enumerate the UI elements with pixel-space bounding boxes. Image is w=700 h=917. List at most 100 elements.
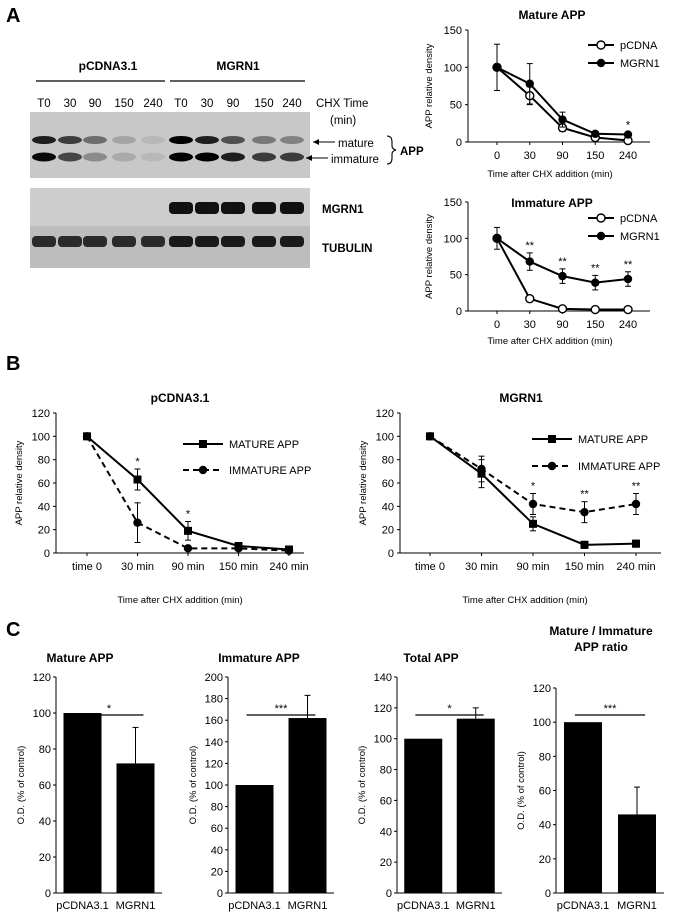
significance-mark: ** [525,240,534,252]
band-mgrn1 [280,202,304,214]
y-tick-label: 40 [382,501,394,513]
blot-group-mgrn1: MGRN1 [216,59,260,73]
x-axis-label: Time after CHX addition (min) [487,169,612,180]
x-tick-label: pCDNA3.1 [557,900,610,912]
band-tubulin [32,236,56,247]
data-point [590,304,600,315]
series-pcdna [492,233,633,315]
series-mgrn1 [492,43,633,139]
y-tick-label: 80 [539,751,551,763]
chart-ratio-bar: Mature / Immature APP ratio 0 20 40 60 80 100 12… [516,624,664,912]
band-mgrn1 [221,202,245,214]
chart-mgrn1-kinetics: MGRN1 0 20 40 60 80 100 120 time 0 30 min 90 min 15… [358,391,661,606]
y-tick-label: 60 [38,478,50,490]
bar [235,785,274,893]
data-point [558,271,567,281]
y-tick-label: 160 [205,715,223,727]
y-axis-label: O.D. (% of control) [188,746,199,825]
band-label-immature: immature [331,154,379,166]
band-immature [58,152,82,162]
data-point [425,432,435,441]
legend-marker [547,461,557,471]
x-tick-label: 150 [586,150,604,162]
app-brace [386,135,397,165]
panel-label-c: C [6,619,20,641]
data-point [234,544,243,553]
blot-group-pcdna: pCDNA3.1 [79,59,138,73]
x-tick-label: 240 [619,319,637,331]
chart-title-line2: APP ratio [574,640,628,654]
significance-mark: * [626,119,631,131]
y-tick-label: 100 [33,708,51,720]
western-blot: pCDNA3.1 MGRN1 T0 30 90 150 240 T0 30 90 150 240 … [30,59,424,268]
significance-mark: *** [604,703,618,715]
legend-marker [199,440,207,448]
band-tubulin [252,236,276,247]
x-tick-label: 240 [619,150,637,162]
band-mature [32,136,56,144]
x-tick-label: pCDNA3.1 [397,900,450,912]
data-point [623,274,633,284]
band-mature [58,136,82,144]
row-label-mgrn1: MGRN1 [322,204,364,216]
y-tick-label: 40 [539,820,551,832]
lane-label: 150 [114,98,133,110]
bar [116,763,155,893]
y-tick-label: 20 [380,857,392,869]
x-tick-label: 30 [524,150,536,162]
y-tick-label: 80 [211,802,223,814]
y-axis-label: APP relative density [358,440,369,525]
x-tick-label: 240 min [616,561,655,573]
y-tick-label: 80 [39,744,51,756]
significance-mark: * [135,456,140,468]
data-point [133,475,142,484]
arrow-mature-head [313,139,319,145]
y-axis-label: O.D. (% of control) [357,746,368,825]
y-tick-label: 20 [38,525,50,537]
legend-marker [596,213,606,223]
panel-label-b: B [6,353,20,375]
significance-mark: * [447,703,452,715]
data-point [133,518,142,527]
bar [456,718,495,893]
lane-label: 30 [201,98,214,110]
x-tick-label: 90 min [516,561,549,573]
lane-label: 90 [89,98,102,110]
blot-bands [32,136,304,247]
x-tick-label: 150 [586,319,604,331]
y-axis-label: APP relative density [424,43,435,128]
x-tick-label: MGRN1 [288,900,328,912]
data-point [528,499,538,509]
data-point [591,278,600,287]
band-immature [280,152,304,162]
legend-label: pCDNA [620,40,658,52]
legend-marker [596,40,606,50]
band-mature [252,136,276,144]
y-tick-label: 120 [32,408,50,420]
y-tick-label: 50 [450,100,462,112]
chart-title: Total APP [403,651,458,665]
lane-label: 90 [227,98,240,110]
data-point [525,79,534,88]
lane-labels: T0 30 90 150 240 T0 30 90 150 240 [37,98,301,110]
y-tick-label: 120 [33,672,51,684]
band-tubulin [141,236,165,247]
x-tick-label: 30 min [465,561,498,573]
arrow-immature-head [306,155,312,161]
data-point [477,464,486,474]
y-tick-label: 0 [388,548,394,560]
significance-mark: ** [580,489,589,501]
x-tick-label: MGRN1 [116,900,156,912]
x-axis-label: Time after CHX addition (min) [462,595,587,606]
x-tick-label: pCDNA3.1 [228,900,281,912]
chart-title: Immature APP [511,196,593,210]
y-tick-label: 140 [205,737,223,749]
band-mature [112,136,136,144]
y-tick-label: 20 [39,852,51,864]
significance-mark: ** [591,262,600,274]
bar [618,814,656,893]
chart-mature-app-kinetics: Mature APP 0 50 100 150 0 30 90 150 240 Time after… [424,8,660,180]
band-tubulin [221,236,245,247]
y-tick-label: 0 [456,306,462,318]
y-axis-label: O.D. (% of control) [516,751,527,830]
